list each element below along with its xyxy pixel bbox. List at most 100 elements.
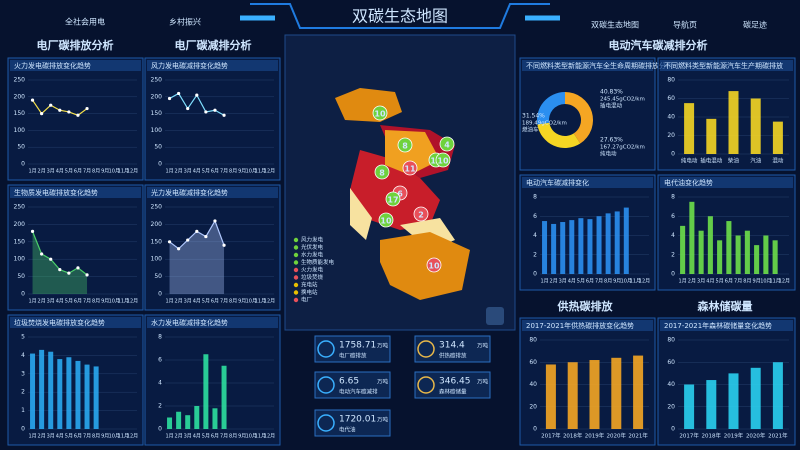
map-marker[interactable]: [372, 105, 388, 121]
y-tick-label: 0: [158, 291, 162, 298]
map-marker-label: 6: [397, 190, 403, 199]
bar: [614, 211, 620, 274]
x-tick-label: 7月: [83, 434, 91, 440]
bar: [707, 216, 713, 274]
stat-label: 供热碳排放: [439, 352, 467, 360]
legend-label: 电厂: [301, 296, 313, 304]
chart-header: [522, 60, 653, 71]
x-tick-label: 9月: [238, 169, 246, 175]
map-marker-label: 10: [374, 110, 386, 119]
y-tick-label: 2: [21, 389, 25, 396]
x-tick-label: 11月: [255, 169, 266, 175]
stat-box: [314, 335, 391, 363]
bar: [717, 240, 723, 274]
point: [195, 93, 199, 97]
nav-item[interactable]: 导航页: [673, 20, 697, 30]
point: [58, 268, 62, 272]
stat-label: 电代油: [339, 426, 356, 434]
stat-unit: 万吨: [377, 378, 389, 386]
x-tick-label: 4月: [706, 279, 714, 285]
map-marker-label: 8: [402, 142, 408, 151]
y-tick-label: 0: [158, 426, 162, 433]
chart-title: 电动汽车碳减排变化: [526, 178, 589, 187]
x-tick-label: 9月: [753, 279, 761, 285]
nav-item[interactable]: 乡村振兴: [169, 17, 201, 27]
x-tick-label: 12月: [127, 299, 138, 305]
y-tick-label: 8: [533, 194, 537, 201]
x-tick-label: 混动: [772, 157, 784, 165]
bar: [194, 406, 200, 429]
map-marker[interactable]: [413, 206, 429, 222]
x-tick-label: 12月: [264, 299, 275, 305]
point: [30, 229, 35, 233]
y-tick-label: 5: [21, 334, 25, 341]
x-tick-label: 11月: [255, 434, 266, 440]
nav-item[interactable]: 碳足迹: [743, 20, 767, 30]
point: [177, 247, 181, 251]
y-tick-label: 6: [671, 213, 675, 220]
bar: [84, 364, 90, 429]
x-tick-label: 3月: [184, 434, 192, 440]
x-tick-label: 4月: [56, 169, 64, 175]
map-marker[interactable]: [426, 257, 442, 273]
y-tick-label: 80: [667, 337, 675, 344]
bar: [589, 360, 600, 429]
chart: 不同燃料类型新能源汽车生产期碳排放 0 20 40 60 80 纯电动 插电混动 柴油 汽油 混动: [657, 57, 796, 171]
chart: 不同燃料类型新能源汽车全生命周期碳排放分析 40.83%245.45gCO2/km…: [519, 57, 673, 171]
y-tick-label: 60: [667, 359, 675, 366]
point: [49, 257, 53, 261]
map-marker-label: 10: [437, 157, 449, 166]
legend-label: 生物质能发电: [301, 258, 335, 266]
stat-value: 1720.01: [339, 415, 376, 425]
x-tick-label: 1月: [28, 169, 36, 175]
y-tick-label: 6: [158, 357, 162, 364]
area-fill: [169, 220, 225, 294]
x-tick-label: 12月: [127, 169, 138, 175]
x-tick-label: 3月: [184, 169, 192, 175]
zoom-button[interactable]: [486, 307, 504, 325]
y-tick-label: 150: [151, 110, 163, 117]
section-title: 电动汽车碳减排分析: [609, 38, 708, 52]
point: [204, 234, 208, 239]
map-marker[interactable]: [435, 152, 451, 168]
data-label: 167.27gCO2/km: [600, 145, 645, 151]
map-marker[interactable]: [402, 160, 418, 176]
stat-unit: 万吨: [477, 378, 489, 386]
stat-box: [314, 409, 391, 437]
bar: [596, 216, 602, 274]
map-marker[interactable]: [374, 164, 390, 180]
x-tick-label: 2021年: [768, 432, 788, 440]
legend-label: 换电站: [301, 288, 318, 296]
y-tick-label: 50: [154, 144, 162, 151]
x-tick-label: 1月: [28, 434, 36, 440]
chart-header: [522, 177, 653, 188]
chart-title: 2017-2021年供热碳排放变化趋势: [526, 321, 634, 330]
y-tick-label: 80: [529, 337, 537, 344]
x-tick-label: 7月: [220, 434, 228, 440]
stat-icon: [317, 340, 335, 358]
point: [167, 240, 172, 244]
bar: [684, 384, 695, 429]
nav-item[interactable]: 全社会用电: [65, 17, 105, 27]
nav-item[interactable]: 双碳生态地图: [591, 20, 639, 30]
x-tick-label: 11月: [118, 434, 129, 440]
map-marker[interactable]: [439, 136, 455, 152]
bar: [567, 362, 578, 429]
stat-unit: 万吨: [477, 342, 489, 350]
legend-swatch: [293, 245, 299, 250]
bar: [754, 245, 760, 274]
map-marker[interactable]: [385, 191, 401, 207]
data-label: 插电混动: [600, 102, 623, 110]
y-tick-label: 40: [529, 381, 537, 388]
map-marker[interactable]: [397, 137, 413, 153]
y-tick-label: 200: [151, 93, 163, 100]
y-tick-label: 1: [21, 407, 25, 414]
pie-slice: [565, 92, 593, 144]
chart-title: 不同燃料类型新能源汽车生产期碳排放: [664, 61, 783, 70]
y-tick-label: 4: [533, 232, 537, 239]
x-tick-label: 9月: [101, 434, 109, 440]
bar: [560, 222, 566, 274]
x-tick-label: 7月: [595, 279, 603, 285]
x-tick-label: 12月: [264, 434, 275, 440]
map-marker[interactable]: [378, 212, 394, 228]
